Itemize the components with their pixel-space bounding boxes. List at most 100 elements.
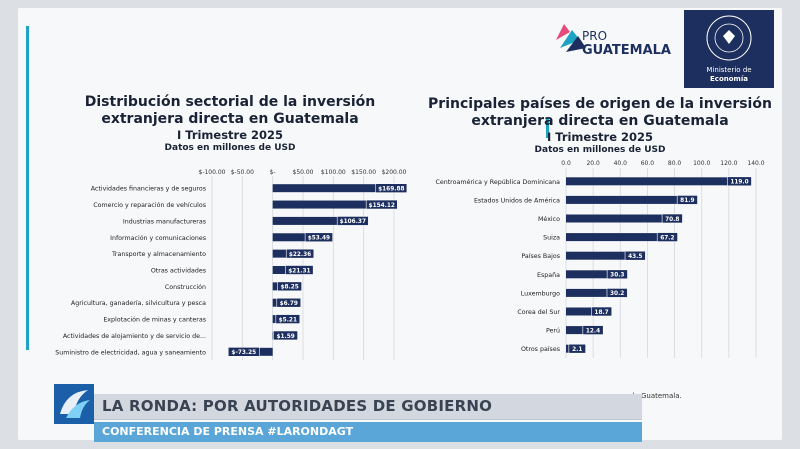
tick-label: $200.00 <box>382 169 407 176</box>
proguatemala-logo: PRO GUATEMALA <box>552 18 672 64</box>
lower-third-title-bar: LA RONDA: POR AUTORIDADES DE GOBIERNO <box>94 394 642 420</box>
data-label: 119.0 <box>730 180 748 186</box>
category-label: Estados Unidos de América <box>474 196 560 204</box>
category-label: Transporte y almacenamiento <box>111 251 206 258</box>
data-label: 67.2 <box>660 235 674 241</box>
category-label: Suministro de electricidad, agua y sanea… <box>55 349 206 356</box>
chart1-title: Distribución sectorial de la inversión e… <box>70 94 390 154</box>
tick-label: $-50.00 <box>231 169 254 176</box>
bar <box>566 307 592 316</box>
category-label: Luxemburgo <box>521 290 560 297</box>
chart1-units: Datos en millones de USD <box>164 143 296 153</box>
tick-label: 80.0 <box>668 160 682 167</box>
tick-label: 0.0 <box>561 160 571 167</box>
category-label: Agricultura, ganadería, silvicultura y p… <box>71 299 206 307</box>
ministry-label: Ministerio de Economía <box>684 66 774 84</box>
chart1-subtitle: I Trimestre 2025 <box>176 128 284 142</box>
category-label: Perú <box>546 327 560 335</box>
bar <box>566 177 728 186</box>
category-label: Construcción <box>165 283 206 291</box>
tick-label: 60.0 <box>641 160 655 167</box>
data-label: 30.2 <box>610 291 624 297</box>
value-label-box <box>661 213 683 224</box>
data-label: 12.4 <box>586 328 600 334</box>
pro-prefix: PRO <box>582 29 607 43</box>
tick-label: $150.00 <box>351 169 376 176</box>
bar <box>272 266 286 274</box>
pro-name: GUATEMALA <box>582 43 671 58</box>
value-label-box <box>568 343 586 354</box>
ministry-logo: Ministerio de Economía <box>684 10 774 88</box>
data-label: 81.9 <box>680 198 694 204</box>
ministry-label-line: Ministerio de <box>706 66 752 74</box>
lower-third-title: LA RONDA: POR AUTORIDADES DE GOBIERNO <box>102 397 493 415</box>
tick-label: $- <box>270 169 276 176</box>
data-label: $8.25 <box>280 285 298 291</box>
data-label: $5.21 <box>279 317 297 323</box>
category-label: Explotación de minas y canteras <box>103 316 206 324</box>
category-label: Información y comunicaciones <box>110 234 206 242</box>
bar <box>272 233 306 242</box>
category-label: Actividades de alojamiento y de servicio… <box>63 333 206 340</box>
chart2-title-line2: extranjera directa en Guatemala <box>471 113 729 129</box>
slide <box>18 8 782 440</box>
value-label-box <box>365 199 398 210</box>
chart1-title-line2: extranjera directa en Guatemala <box>101 111 359 127</box>
bar <box>272 298 277 307</box>
ministry-name: Economía <box>710 75 748 83</box>
value-label-box <box>606 269 628 280</box>
value-label-box <box>624 250 646 261</box>
lower-third: LA RONDA: POR AUTORIDADES DE GOBIERNO CO… <box>54 382 642 442</box>
tick-label: 120.0 <box>720 160 737 167</box>
value-label-box <box>277 281 302 292</box>
category-label: Comercio y reparación de vehículos <box>93 201 206 209</box>
bar <box>566 251 626 260</box>
bar <box>566 326 583 335</box>
data-label: 18.7 <box>594 310 608 316</box>
tick-label: 40.0 <box>614 160 628 167</box>
bar <box>566 288 607 297</box>
value-label-box <box>304 232 333 243</box>
bar <box>272 282 278 291</box>
value-label-box <box>285 265 314 275</box>
bar <box>272 200 367 209</box>
accent-bar <box>26 26 29 350</box>
value-label-box <box>727 176 752 187</box>
data-label: $154.12 <box>369 203 395 209</box>
data-label: $1.59 <box>276 334 294 340</box>
value-label-box <box>285 248 315 259</box>
tick-label: $-100.00 <box>199 169 226 176</box>
value-label-box <box>227 347 260 357</box>
chart1-title-line1: Distribución sectorial de la inversión <box>84 94 376 110</box>
chart2-subtitle: I Trimestre 2025 <box>546 130 654 144</box>
category-label: Centroamérica y República Dominicana <box>435 178 560 186</box>
data-label: $22.36 <box>289 252 311 258</box>
category-label: Otros países <box>521 345 560 353</box>
data-label: $-73.25 <box>231 350 256 356</box>
data-label: 30.3 <box>610 273 624 279</box>
category-label: Países Bajos <box>521 252 560 260</box>
data-label: $169.88 <box>378 186 404 192</box>
data-label: $53.49 <box>308 236 330 242</box>
value-label-box <box>656 232 678 242</box>
tick-label: 140.0 <box>747 160 764 167</box>
category-label: Corea del Sur <box>517 309 560 316</box>
bar <box>566 214 663 223</box>
data-label: $6.79 <box>280 301 298 307</box>
footnote: de Guatemala. <box>630 392 682 400</box>
value-label-box <box>276 297 302 308</box>
lower-third-subtitle: CONFERENCIA DE PRENSA #LARONDAGT <box>102 425 354 438</box>
category-label: Suiza <box>543 235 560 242</box>
value-label-box <box>591 306 613 317</box>
data-label: $21.31 <box>288 268 310 274</box>
chart2-title: Principales países de origen de la inver… <box>420 96 780 156</box>
broadcaster-logo-icon <box>54 384 94 424</box>
tick-label: 20.0 <box>586 160 600 167</box>
accent-bar <box>546 118 549 138</box>
category-label: Actividades financieras y de seguros <box>91 186 206 193</box>
bar <box>566 195 678 204</box>
value-label-box <box>375 183 408 193</box>
data-label: 2.1 <box>572 347 582 353</box>
